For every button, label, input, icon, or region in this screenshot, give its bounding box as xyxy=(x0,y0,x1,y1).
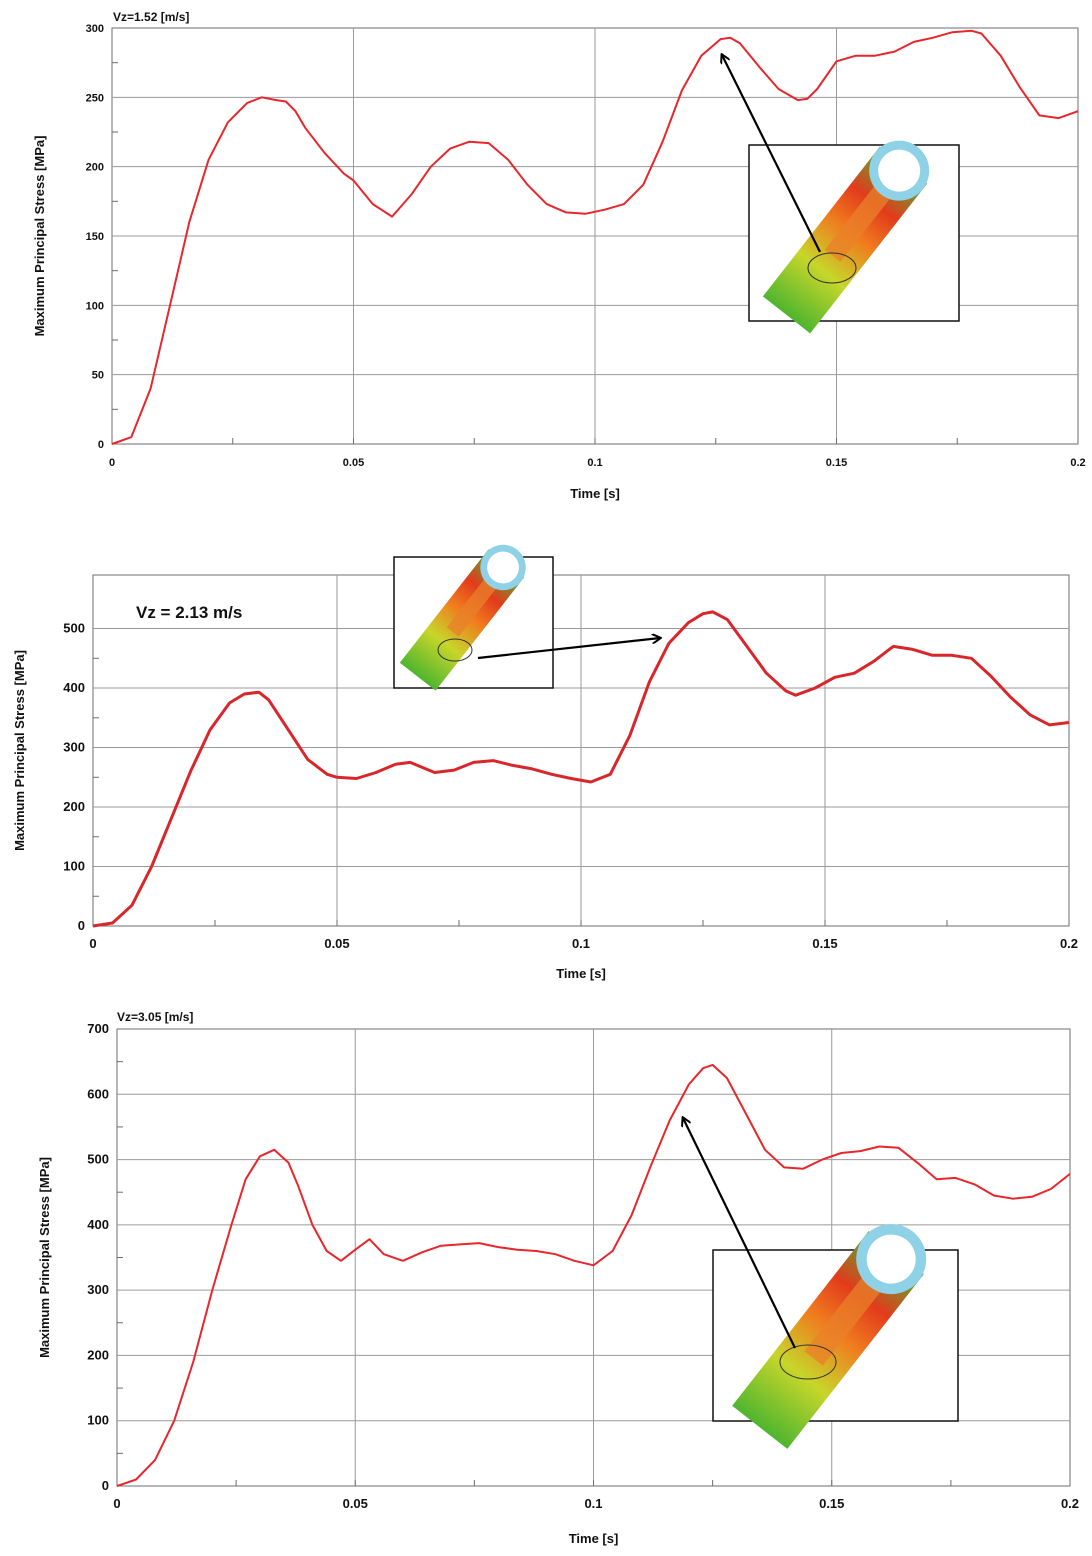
y-tick-label: 600 xyxy=(87,1086,109,1101)
y-tick-label: 200 xyxy=(63,799,85,814)
x-tick-label: 0.1 xyxy=(572,936,590,951)
y-tick-label: 400 xyxy=(87,1217,109,1232)
y-tick-label: 250 xyxy=(86,92,104,104)
y-tick-label: 200 xyxy=(87,1347,109,1362)
y-tick-label: 500 xyxy=(87,1152,109,1167)
x-tick-label: 0 xyxy=(109,457,115,469)
peak-arrow xyxy=(477,638,660,660)
x-tick-label: 0.1 xyxy=(587,457,602,469)
y-tick-label: 700 xyxy=(87,1021,109,1036)
fea-model-hotspot xyxy=(804,1268,888,1366)
peak-arrow xyxy=(722,55,821,253)
x-tick-label: 0.2 xyxy=(1060,936,1078,951)
critical-region-ellipse xyxy=(437,638,473,662)
y-tick-label: 300 xyxy=(63,740,85,755)
x-tick-label: 0.05 xyxy=(343,1496,368,1511)
x-axis-label: Time [s] xyxy=(556,966,606,981)
x-tick-label: 0.1 xyxy=(584,1496,602,1511)
y-tick-label: 150 xyxy=(86,231,104,243)
x-tick-label: 0.15 xyxy=(812,936,837,951)
velocity-label: Vz=1.52 [m/s] xyxy=(113,10,189,24)
fea-model-hotspot xyxy=(446,573,501,637)
y-axis-label: Maximum Principal Stress [MPa] xyxy=(37,1157,52,1358)
y-tick-label: 0 xyxy=(102,1478,109,1493)
y-tick-label: 100 xyxy=(87,1413,109,1428)
y-tick-label: 0 xyxy=(98,439,104,451)
y-axis-label: Maximum Principal Stress [MPa] xyxy=(32,136,47,337)
fea-model-image xyxy=(732,1224,927,1449)
fea-model-ring-hole xyxy=(487,551,519,584)
x-tick-label: 0 xyxy=(113,1496,120,1511)
x-tick-label: 0.05 xyxy=(324,936,349,951)
velocity-label: Vz=3.05 [m/s] xyxy=(117,1010,193,1024)
critical-region-ellipse xyxy=(807,252,857,284)
stress-series-line xyxy=(116,1063,1071,1487)
fea-model-image xyxy=(399,544,526,691)
x-axis-label: Time [s] xyxy=(569,1531,619,1546)
y-tick-label: 100 xyxy=(86,300,104,312)
y-tick-label: 300 xyxy=(86,23,104,35)
y-tick-label: 500 xyxy=(63,621,85,636)
x-tick-label: 0.2 xyxy=(1061,1496,1079,1511)
chart-1: 0 0.05 0.1 0.15 0.2 0 50 100 150 200 250 300 Time [s… xyxy=(32,10,1086,501)
velocity-label: Vz = 2.13 m/s xyxy=(136,603,242,622)
chart-3: 0 0.05 0.1 0.15 0.2 0 100 200 300 400 500 600 700 Tim… xyxy=(37,1010,1079,1546)
x-tick-label: 0.05 xyxy=(343,457,364,469)
x-tick-label: 0.15 xyxy=(826,457,847,469)
x-axis-label: Time [s] xyxy=(570,486,620,501)
fea-model-ring-hole xyxy=(878,149,921,192)
y-tick-label: 50 xyxy=(92,370,104,382)
stress-series-line xyxy=(92,610,1070,928)
y-tick-label: 400 xyxy=(63,680,85,695)
fea-model-image xyxy=(762,140,930,334)
y-tick-label: 200 xyxy=(86,162,104,174)
y-tick-label: 100 xyxy=(63,859,85,874)
chart-2: 0 0.05 0.1 0.15 0.2 0 100 200 300 400 500 Time [s] M… xyxy=(12,544,1078,981)
peak-arrow xyxy=(683,1118,796,1349)
y-tick-label: 0 xyxy=(78,918,85,933)
x-tick-label: 0 xyxy=(89,936,96,951)
fea-model-ring-hole xyxy=(866,1234,916,1284)
y-tick-label: 300 xyxy=(87,1282,109,1297)
fea-model-hotspot xyxy=(824,178,896,262)
x-tick-label: 0.15 xyxy=(819,1496,844,1511)
x-tick-label: 0.2 xyxy=(1070,457,1085,469)
stress-series-line xyxy=(111,29,1079,445)
critical-region-ellipse xyxy=(779,1344,837,1380)
y-axis-label: Maximum Principal Stress [MPa] xyxy=(12,650,27,851)
